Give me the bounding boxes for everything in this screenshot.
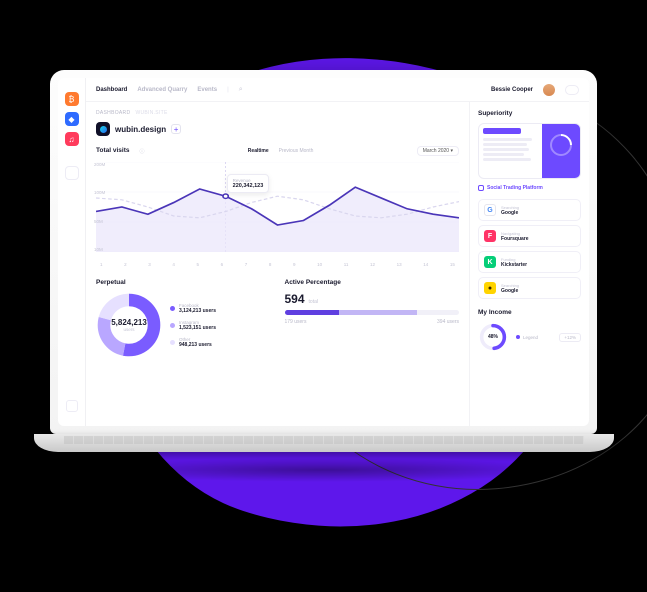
perpetual-donut: 5,824,213 users <box>96 292 162 358</box>
topbar: Dashboard Advanced Quarry Events | ⌕ Bes… <box>86 78 589 102</box>
rail-icon-2[interactable]: ◆ <box>65 112 79 126</box>
legend-item: Other948,213 users <box>170 337 216 348</box>
visits-chart[interactable]: 200M100M50M10M Revenue 220,342,123 <box>96 162 459 252</box>
laptop-frame: ₿ ◆ ♫ Dashboard Advanced Quarry Events |… <box>50 70 597 482</box>
active-progress <box>285 310 460 315</box>
rail-settings-icon[interactable] <box>66 400 78 412</box>
user-name[interactable]: Bessie Cooper <box>491 87 533 93</box>
active-title: Active Percentage <box>285 279 460 286</box>
tab-events[interactable]: Events <box>197 87 217 93</box>
tab-dashboard[interactable]: Dashboard <box>96 87 127 93</box>
app-card[interactable]: KFundingKickstarter <box>478 251 581 273</box>
chart-tooltip: Revenue 220,342,123 <box>227 174 270 193</box>
filter-previous[interactable]: Previous Month <box>279 148 314 154</box>
visits-title: Total visits <box>96 147 129 154</box>
site-logo <box>96 122 110 136</box>
dashboard-screen: ₿ ◆ ♫ Dashboard Advanced Quarry Events |… <box>58 78 589 426</box>
perpetual-title: Perpetual <box>96 279 271 286</box>
income-legend: Legend <box>516 335 538 340</box>
rail-add-icon[interactable] <box>65 166 79 180</box>
rail-icon-1[interactable]: ₿ <box>65 92 79 106</box>
search-icon[interactable]: ⌕ <box>239 86 243 94</box>
superiority-caption[interactable]: Social Trading Platform <box>478 185 581 191</box>
theme-toggle[interactable] <box>565 85 579 95</box>
legend-item: Instagram1,523,151 users <box>170 320 216 331</box>
add-site-button[interactable]: + <box>171 124 181 134</box>
rail-icon-3[interactable]: ♫ <box>65 132 79 146</box>
breadcrumb: DASHBOARD WUBIN.SITE <box>96 110 459 116</box>
active-value: 594total <box>285 292 460 306</box>
app-card[interactable]: GSearchingGoogle <box>478 199 581 221</box>
income-title: My Income <box>478 309 581 316</box>
app-card[interactable]: ●SearchingGoogle <box>478 277 581 299</box>
income-delta: +12% <box>559 333 581 342</box>
superiority-preview[interactable] <box>478 123 581 179</box>
date-picker[interactable]: March 2020 ▾ <box>417 146 459 156</box>
tab-advanced[interactable]: Advanced Quarry <box>137 87 187 93</box>
nav-rail: ₿ ◆ ♫ <box>58 78 86 426</box>
superiority-title: Superiority <box>478 110 581 117</box>
link-icon <box>478 185 484 191</box>
filter-realtime[interactable]: Realtime <box>248 148 269 154</box>
legend-item: Facebook3,124,213 users <box>170 303 216 314</box>
income-gauge: 48% <box>478 322 508 352</box>
site-name: wubin.design <box>115 125 166 134</box>
avatar[interactable] <box>543 84 555 96</box>
app-card[interactable]: FNavigatingFoursquare <box>478 225 581 247</box>
